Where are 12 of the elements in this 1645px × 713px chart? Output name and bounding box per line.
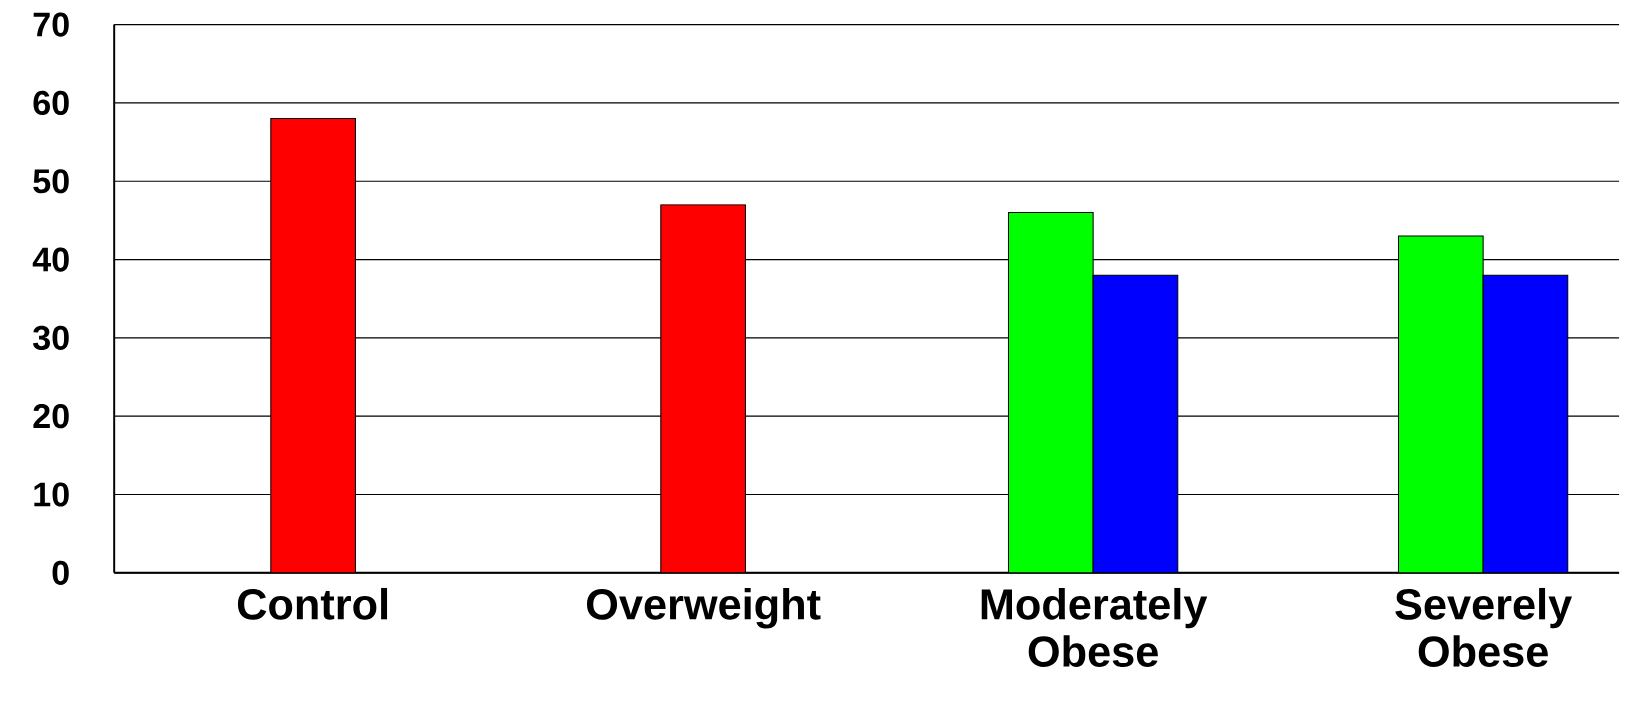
y-tick-label: 20	[33, 404, 69, 429]
x-tick-label: Overweight	[586, 588, 821, 629]
y-tick-label: 0	[52, 560, 69, 586]
y-tick-label: 50	[33, 169, 69, 194]
y-tick-label: 60	[33, 91, 69, 116]
x-tick-label: Control	[237, 588, 388, 620]
y-tick-label: 30	[33, 325, 69, 351]
x-tick-label: Severely Obese	[1395, 588, 1572, 668]
y-tick-label: 70	[33, 12, 69, 37]
x-tick-label: Moderately Obese	[981, 588, 1208, 668]
y-tick-label: 10	[34, 482, 69, 507]
y-tick-label: 40	[32, 247, 69, 272]
